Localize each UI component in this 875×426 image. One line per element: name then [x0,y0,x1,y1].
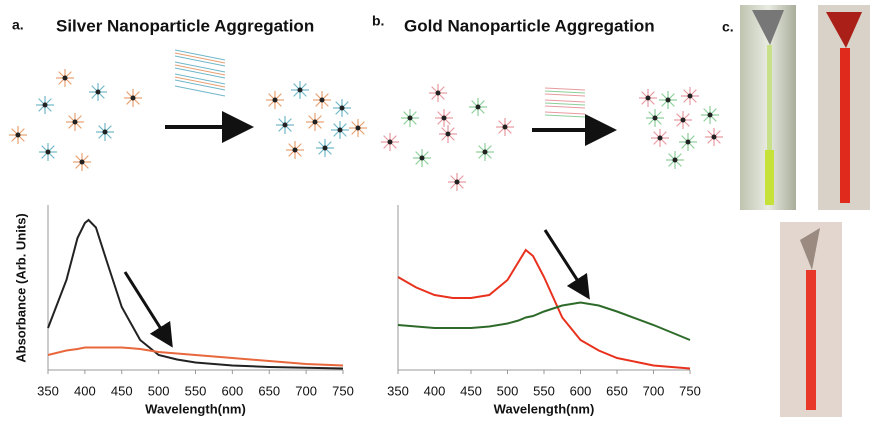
nanoparticle [283,123,288,128]
nanoparticle [298,88,303,93]
nanoparticle [503,125,508,130]
x-tick-label: 750 [679,383,701,398]
nanoparticle [483,150,488,155]
nanoparticle [442,116,447,121]
nanoparticle [273,98,278,103]
nanoparticle [16,133,21,138]
x-axis-label: Wavelength(nm) [494,401,595,416]
vial-photo [740,5,796,210]
nanoparticle [476,105,481,110]
x-tick-label: 350 [387,383,409,398]
nanoparticle [103,130,108,135]
series-line [398,303,690,341]
x-tick-label: 500 [148,383,170,398]
figure: a. Silver Nanoparticle Aggregation b. Go… [0,0,875,421]
nanoparticle [131,96,136,101]
vial-photo [780,222,842,417]
x-tick-label: 550 [533,383,555,398]
series-line [48,220,343,369]
vial-photo [818,5,870,210]
nanoparticle [80,160,85,165]
nanoparticle [323,146,328,151]
x-tick-label: 350 [37,383,59,398]
x-tick-label: 700 [295,383,317,398]
x-tick-label: 700 [643,383,665,398]
nanoparticle [313,120,318,125]
nanoparticle [96,90,101,95]
panel-title: Silver Nanoparticle Aggregation [56,16,314,35]
nanoparticle [356,126,361,131]
series-line [398,250,690,369]
nanoparticle [712,135,717,140]
x-tick-label: 450 [460,383,482,398]
nanoparticle [681,118,686,123]
trend-arrow [125,272,168,340]
y-axis-label: Absorbance (Arb. Units) [13,213,28,363]
x-tick-label: 600 [570,383,592,398]
x-tick-label: 400 [74,383,96,398]
nanoparticle [653,116,658,121]
trend-arrow [545,230,585,292]
nanoparticle [455,180,460,185]
dna-strands [175,50,585,117]
nanoparticle [408,116,413,121]
nanoparticle [686,140,691,145]
nanoparticle [673,158,678,163]
nanoparticle [436,91,441,96]
nanoparticle [688,94,693,99]
nanoparticle [446,132,451,137]
nanoparticle [658,136,663,141]
panel-label: c. [722,19,734,35]
x-tick-label: 550 [185,383,207,398]
nanoparticle [293,148,298,153]
x-tick-label: 650 [606,383,628,398]
nanoparticle [666,98,671,103]
nanoparticle [388,140,393,145]
nanoparticle [420,156,425,161]
nanoparticle [63,76,68,81]
nanoparticle [646,96,651,101]
x-axis-label: Wavelength(nm) [145,401,246,416]
nanoparticle [338,128,343,133]
nanoparticle [340,106,345,111]
x-tick-label: 400 [424,383,446,398]
nanoparticle [43,103,48,108]
panel-label: a. [12,17,24,33]
panel-label: b. [372,13,384,29]
x-tick-label: 450 [111,383,133,398]
x-tick-label: 650 [258,383,280,398]
x-tick-label: 600 [222,383,244,398]
nanoparticle [708,113,713,118]
nanoparticle [46,150,51,155]
x-tick-label: 750 [332,383,354,398]
page: a. Silver Nanoparticle Aggregation b. Go… [0,0,875,426]
panel-title: Gold Nanoparticle Aggregation [404,16,655,35]
x-tick-label: 500 [497,383,519,398]
nanoparticle [320,98,325,103]
nanoparticle [73,120,78,125]
